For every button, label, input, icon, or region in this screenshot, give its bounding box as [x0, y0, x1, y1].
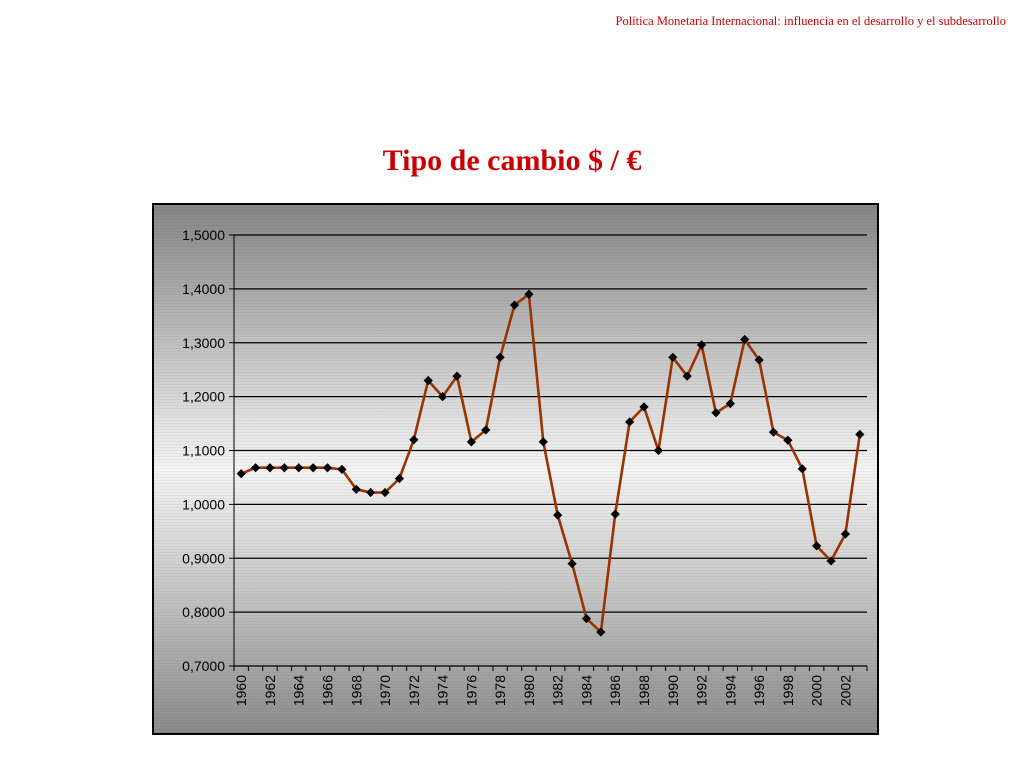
- series-line: [239, 293, 862, 634]
- data-point-marker: [840, 529, 851, 539]
- data-point-marker: [524, 289, 534, 299]
- data-point-marker: [409, 435, 419, 445]
- x-tick-label: 1968: [348, 675, 364, 706]
- data-point-marker: [553, 510, 563, 520]
- x-tick-label: 1994: [722, 675, 738, 706]
- data-point-marker: [394, 473, 405, 484]
- data-point-marker: [322, 463, 333, 473]
- data-point-marker: [768, 427, 779, 437]
- y-tick-label: 1,3000: [182, 335, 225, 351]
- data-point-marker: [797, 464, 807, 474]
- x-tick-label: 1988: [636, 675, 652, 706]
- data-point-marker: [366, 487, 376, 498]
- data-point-marker: [279, 463, 289, 473]
- page-header: Política Monetaria Internacional: influe…: [615, 14, 1007, 28]
- x-tick-label: 1990: [665, 675, 681, 706]
- x-tick-label: 1966: [320, 675, 336, 706]
- data-point-marker: [466, 437, 476, 447]
- y-tick-label: 1,2000: [182, 389, 225, 405]
- x-tick-label: 1972: [406, 675, 422, 706]
- data-point-marker: [581, 613, 592, 624]
- x-tick-label: 1986: [607, 675, 623, 706]
- x-tick-label: 2000: [809, 675, 825, 706]
- y-tick-label: 1,4000: [182, 281, 225, 297]
- x-tick-label: 1964: [291, 675, 307, 706]
- x-tick-label: 1970: [377, 675, 393, 706]
- data-point-marker: [308, 463, 318, 473]
- data-point-marker: [668, 352, 678, 362]
- data-point-marker: [294, 463, 304, 473]
- data-point-marker: [495, 352, 505, 362]
- data-point-marker: [653, 445, 663, 456]
- x-tick-label: 1996: [751, 675, 767, 706]
- x-tick-label: 1992: [694, 675, 710, 706]
- x-tick-label: 1982: [550, 675, 566, 706]
- x-tick-label: 1962: [262, 675, 278, 706]
- data-point-marker: [438, 392, 448, 402]
- y-tick-label: 1,1000: [182, 443, 225, 459]
- x-tick-label: 1978: [492, 675, 508, 706]
- data-point-marker: [812, 541, 822, 551]
- x-tick-label: 1976: [463, 675, 479, 706]
- data-point-marker: [567, 559, 577, 569]
- data-point-marker: [696, 340, 707, 350]
- x-tick-label: 1960: [233, 675, 249, 706]
- data-point-marker: [380, 487, 390, 498]
- y-tick-label: 0,8000: [182, 604, 225, 620]
- data-point-marker: [826, 556, 836, 566]
- y-tick-label: 1,5000: [182, 227, 225, 243]
- data-point-marker: [351, 484, 361, 494]
- data-point-marker: [610, 509, 620, 519]
- y-tick-label: 0,7000: [182, 658, 225, 674]
- data-point-marker: [596, 627, 606, 637]
- y-tick-label: 0,9000: [182, 550, 225, 566]
- data-point-marker: [538, 437, 548, 447]
- data-point-marker: [423, 375, 433, 386]
- data-point-marker: [754, 355, 764, 365]
- line-chart: 0,7000 0,8000 0,9000 1,0000 1,1000 1,2000 1,30…: [182, 227, 868, 706]
- x-tick-label: 1998: [780, 675, 796, 706]
- x-tick-label: 2002: [837, 675, 853, 706]
- x-tick-label: 1974: [435, 675, 451, 706]
- data-point-marker: [250, 463, 261, 473]
- chart-area: 0,7000 0,8000 0,9000 1,0000 1,1000 1,2000 1,30…: [152, 203, 879, 735]
- data-point-marker: [855, 429, 865, 439]
- data-point-marker: [509, 300, 520, 310]
- y-tick-label: 1,0000: [182, 496, 225, 512]
- x-tick-label: 1980: [521, 675, 537, 706]
- x-tick-label: 1984: [578, 675, 594, 706]
- chart-title: Tipo de cambio $ / €: [382, 144, 642, 177]
- data-point-marker: [265, 463, 275, 473]
- data-point-marker: [236, 469, 246, 479]
